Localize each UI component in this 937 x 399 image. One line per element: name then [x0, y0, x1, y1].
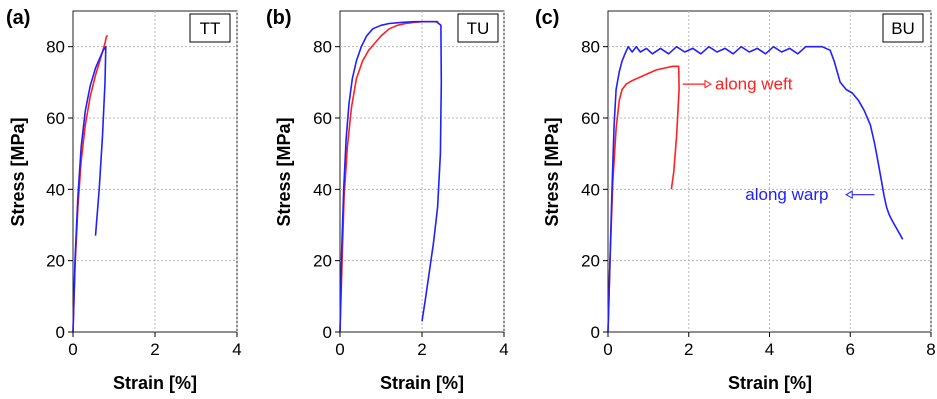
- y-axis-label-a: Stress [MPa]: [8, 117, 28, 226]
- series-line-2: [339, 20, 443, 333]
- y-axis-label-b: Stress [MPa]: [274, 117, 294, 226]
- y-tick-label: 20: [46, 252, 65, 271]
- series-group-b: [339, 20, 443, 333]
- x-tick-label: 2: [150, 340, 159, 359]
- y-tick-label: 0: [323, 323, 332, 342]
- x-tick-label: 8: [926, 340, 935, 359]
- tag-box-a: [189, 13, 231, 43]
- panel-label-a: (a): [6, 7, 30, 29]
- annotation-text-1: along weft: [715, 74, 793, 93]
- y-tick-label: 20: [313, 252, 332, 271]
- x-tick-label: 0: [335, 340, 344, 359]
- x-tick-label: 4: [232, 340, 241, 359]
- y-tick-label: 40: [581, 180, 600, 199]
- x-tick-label: 2: [417, 340, 426, 359]
- tag-text-b: TU: [467, 19, 490, 38]
- tag-text-c: BU: [891, 19, 915, 38]
- y-tick-label: 80: [581, 38, 600, 57]
- y-tick-label: 20: [581, 252, 600, 271]
- series-group-a: [72, 35, 108, 333]
- x-tick-label: 2: [684, 340, 693, 359]
- y-tick-label: 80: [313, 38, 332, 57]
- tag-box-c: [882, 13, 924, 43]
- x-tick-label: 6: [846, 340, 855, 359]
- series-line-1: [607, 65, 680, 333]
- x-tick-label: 4: [765, 340, 774, 359]
- tag-box-b: [457, 13, 499, 43]
- y-axis-label-c: Stress [MPa]: [542, 117, 562, 226]
- panel-label-c: (c): [535, 7, 559, 29]
- x-axis-label-c: Strain [%]: [728, 373, 812, 393]
- y-tick-label: 0: [591, 323, 600, 342]
- x-tick-label: 0: [603, 340, 612, 359]
- panel-label-b: (b): [266, 7, 292, 29]
- series-group-c: [607, 45, 904, 333]
- grid-c: [608, 11, 932, 332]
- y-tick-label: 60: [581, 109, 600, 128]
- x-tick-label: 0: [68, 340, 77, 359]
- annotation-arrowhead: [704, 79, 712, 89]
- annotation-arrowhead: [845, 190, 853, 200]
- tag-text-a: TT: [200, 19, 221, 38]
- series-line-2: [72, 45, 107, 333]
- y-tick-label: 40: [313, 180, 332, 199]
- series-line-2: [607, 45, 904, 333]
- grid-b: [340, 11, 505, 332]
- x-tick-label: 4: [499, 340, 508, 359]
- y-tick-label: 80: [46, 38, 65, 57]
- y-tick-label: 60: [313, 109, 332, 128]
- y-tick-label: 60: [46, 109, 65, 128]
- annotations-c: along weft along warp: [682, 74, 875, 204]
- grid-a: [73, 11, 238, 332]
- y-tick-label: 0: [56, 323, 65, 342]
- x-axis-label-a: Strain [%]: [113, 373, 197, 393]
- annotation-text-2: along warp: [745, 185, 828, 204]
- y-tick-label: 40: [46, 180, 65, 199]
- x-axis-label-b: Strain [%]: [380, 373, 464, 393]
